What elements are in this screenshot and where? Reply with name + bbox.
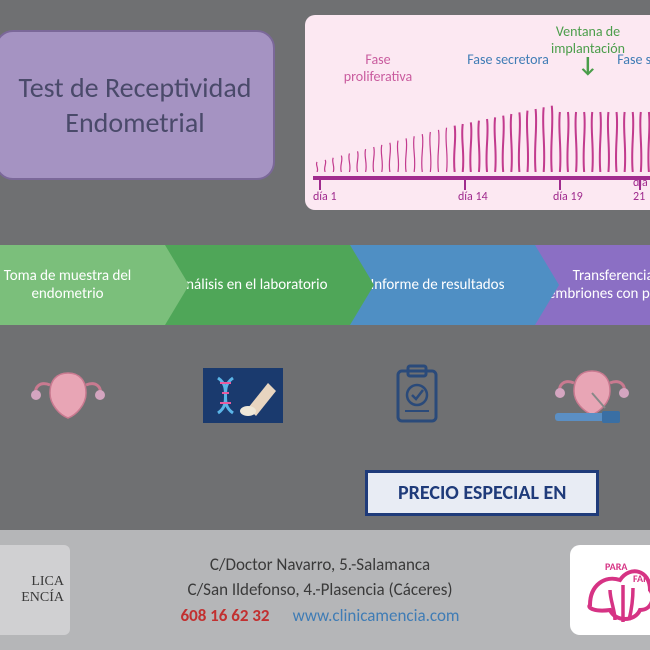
logo-line2: ENCÍA	[21, 590, 64, 606]
timeline-bar	[313, 176, 650, 180]
phase-label: Fase secretora	[613, 51, 650, 68]
day-label: día 14	[458, 190, 488, 204]
logo-line1: LICA	[31, 574, 64, 590]
footer: LICA ENCÍA C/Doctor Navarro, 5.-Salamanc…	[0, 530, 650, 650]
report-icon	[363, 355, 473, 435]
cycle-inner: Fase proliferativaFase secretoraVentana …	[313, 23, 650, 202]
price-text: PRECIO ESPECIAL EN	[398, 481, 566, 505]
step-label: Análisis en el laboratorio	[178, 276, 328, 294]
address-2: C/San Ildefonso, 4.-Plasencia (Cáceres)	[70, 577, 570, 603]
endometrium-wave	[313, 102, 650, 172]
timeline-tick	[559, 176, 561, 190]
parafar-logo: PARA FAR	[570, 545, 650, 635]
phase-label: Fase secretora	[463, 51, 553, 68]
svg-text:PARA: PARA	[605, 560, 628, 573]
day-label: día 19	[553, 190, 583, 204]
timeline-tick	[319, 176, 321, 190]
day-label: día 1	[313, 190, 337, 204]
phone-number: 608 16 62 32	[180, 605, 269, 626]
cycle-diagram: Fase proliferativaFase secretoraVentana …	[305, 15, 650, 210]
uterus-icon	[13, 355, 123, 435]
transfer-icon	[538, 355, 648, 435]
step-label: Informe de resultados	[371, 276, 505, 294]
title-text: Test de Receptividad Endometrial	[17, 70, 253, 140]
step-label: Toma de muestra del endometrio	[0, 267, 145, 303]
price-banner: PRECIO ESPECIAL EN	[365, 470, 599, 516]
title-box: Test de Receptividad Endometrial	[0, 30, 275, 180]
website-url: www.clinicamencia.com	[293, 605, 460, 626]
icons-row	[0, 350, 650, 440]
dna-lab-icon	[188, 355, 298, 435]
process-steps: Toma de muestra del endometrio Análisis e…	[0, 245, 650, 325]
day-label: día 21	[633, 176, 650, 204]
footer-contact: C/Doctor Navarro, 5.-Salamanca C/San Ild…	[70, 552, 570, 629]
timeline-tick	[464, 176, 466, 190]
address-1: C/Doctor Navarro, 5.-Salamanca	[70, 552, 570, 578]
phase-label: Fase proliferativa	[333, 51, 423, 85]
step-label: Transferencia de embriones con precisión	[545, 267, 650, 303]
clinic-logo: LICA ENCÍA	[0, 545, 70, 635]
process-step-1: Toma de muestra del endometrio	[0, 245, 165, 325]
